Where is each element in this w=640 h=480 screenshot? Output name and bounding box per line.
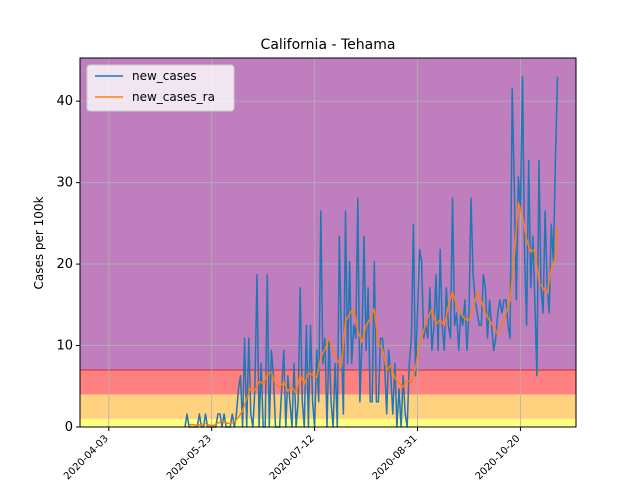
y-tick-label-4: 40 [56, 94, 73, 109]
y-tick-label-3: 30 [56, 176, 73, 191]
y-tick-label-1: 10 [56, 339, 73, 354]
series-lines [184, 75, 559, 428]
plot-frame [79, 57, 577, 428]
legend-label-new_cases_ra: new_cases_ra [132, 90, 215, 104]
series-line-new_cases [184, 75, 559, 428]
band-0 [80, 418, 576, 427]
y-axis: 0 10 20 30 40 [56, 94, 80, 435]
y-tick-label-0: 0 [65, 420, 73, 435]
legend: new_cases new_cases_ra [86, 64, 235, 112]
legend-box [86, 64, 235, 112]
y-tick-label-2: 20 [56, 257, 73, 272]
y-axis-label: Cases per 100k [32, 196, 46, 289]
legend-label-new_cases: new_cases [132, 69, 197, 83]
chart-title: California - Tehama [261, 37, 396, 53]
series-line-new_cases_ra [189, 202, 559, 427]
